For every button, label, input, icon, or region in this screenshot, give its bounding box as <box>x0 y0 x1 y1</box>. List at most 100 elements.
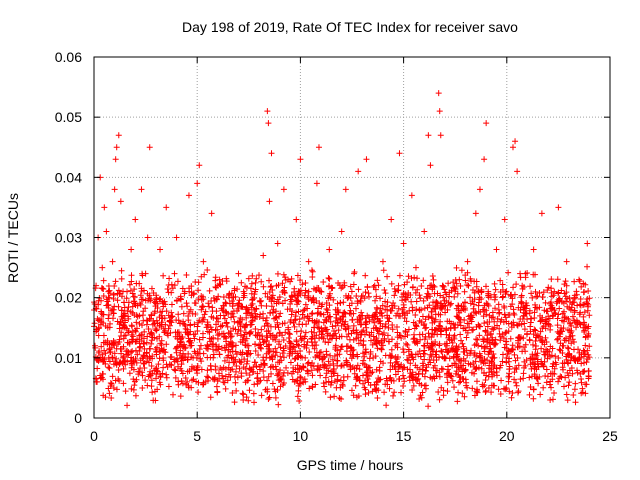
data-point <box>296 398 303 405</box>
data-point <box>295 354 302 361</box>
data-point <box>325 339 332 346</box>
data-point <box>482 389 489 396</box>
data-point <box>493 365 500 372</box>
data-point <box>293 216 300 223</box>
data-point <box>386 385 393 392</box>
data-point <box>462 277 469 284</box>
data-point <box>430 299 437 306</box>
data-point <box>547 396 554 403</box>
data-point <box>305 288 312 295</box>
data-point <box>342 318 349 325</box>
data-point <box>279 350 286 357</box>
data-point <box>168 281 175 288</box>
data-point <box>484 319 491 326</box>
data-point <box>280 381 287 388</box>
data-point <box>256 342 263 349</box>
data-point <box>277 367 284 374</box>
data-point <box>266 198 273 205</box>
data-point <box>279 372 286 379</box>
data-point <box>157 370 164 377</box>
data-point <box>204 267 211 274</box>
data-point <box>234 307 241 314</box>
data-point <box>411 338 418 345</box>
data-point <box>125 315 132 322</box>
data-point <box>450 279 457 286</box>
data-point <box>540 362 547 369</box>
data-point <box>581 288 588 295</box>
data-point <box>514 168 521 175</box>
data-point <box>396 376 403 383</box>
data-point <box>177 393 184 400</box>
data-point <box>266 347 273 354</box>
data-point <box>412 311 419 318</box>
data-point <box>474 389 481 396</box>
data-point <box>240 333 247 340</box>
data-point <box>297 373 304 380</box>
data-point <box>536 290 543 297</box>
data-point <box>109 373 116 380</box>
data-point <box>396 150 403 157</box>
data-point <box>331 377 338 384</box>
data-point <box>258 302 265 309</box>
data-point <box>129 323 136 330</box>
data-point <box>421 351 428 358</box>
data-point <box>225 364 232 371</box>
data-point <box>148 362 155 369</box>
data-point <box>425 330 432 337</box>
data-point <box>424 340 431 347</box>
data-point <box>296 381 303 388</box>
data-point <box>359 312 366 319</box>
data-point <box>417 336 424 343</box>
data-point <box>348 387 355 394</box>
data-point <box>222 385 229 392</box>
data-point <box>188 363 195 370</box>
data-point <box>178 361 185 368</box>
data-point <box>275 401 282 408</box>
data-point <box>152 365 159 372</box>
data-point <box>185 350 192 357</box>
data-point <box>292 348 299 355</box>
data-point <box>331 393 338 400</box>
data-point <box>425 344 432 351</box>
data-point <box>327 313 334 320</box>
data-point <box>475 288 482 295</box>
data-point <box>545 321 552 328</box>
data-point <box>328 285 335 292</box>
data-point <box>115 303 122 310</box>
data-point <box>506 366 513 373</box>
data-point <box>390 392 397 399</box>
data-point <box>391 302 398 309</box>
data-point <box>421 320 428 327</box>
data-point <box>549 312 556 319</box>
data-point <box>163 374 170 381</box>
data-point <box>395 312 402 319</box>
data-point <box>496 330 503 337</box>
data-point <box>101 347 108 354</box>
data-point <box>584 263 591 270</box>
data-point <box>94 365 101 372</box>
data-point <box>205 343 212 350</box>
data-point <box>132 355 139 362</box>
data-point <box>517 334 524 341</box>
data-point <box>282 329 289 336</box>
data-point <box>321 364 328 371</box>
data-point <box>405 326 412 333</box>
data-point <box>461 305 468 312</box>
data-point <box>378 338 385 345</box>
data-point <box>274 240 281 247</box>
data-point <box>491 318 498 325</box>
data-point <box>325 295 332 302</box>
data-point <box>424 304 431 311</box>
data-point <box>177 336 184 343</box>
data-point <box>133 376 140 383</box>
data-point <box>176 320 183 327</box>
data-point <box>479 381 486 388</box>
data-point <box>556 375 563 382</box>
data-point <box>337 316 344 323</box>
data-point <box>339 381 346 388</box>
data-point <box>484 323 491 330</box>
data-point <box>481 156 488 163</box>
x-tick-label: 10 <box>293 428 309 444</box>
data-point <box>140 352 147 359</box>
data-point <box>487 331 494 338</box>
